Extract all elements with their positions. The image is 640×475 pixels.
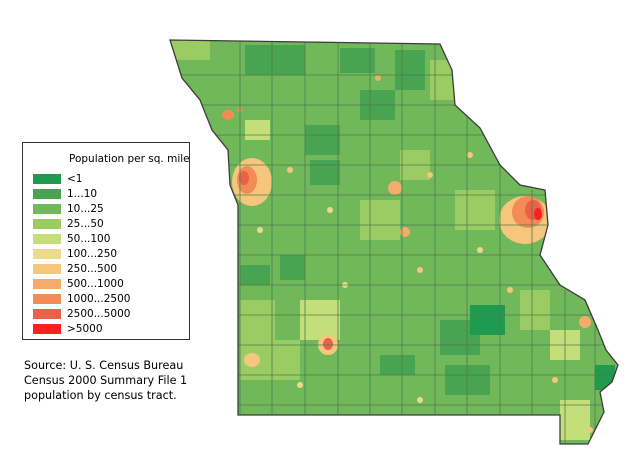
st-joseph-area: [222, 110, 234, 120]
source-line: Census 2000 Summary File 1: [24, 374, 188, 387]
light-patch: [430, 60, 455, 100]
town: [427, 172, 433, 178]
light-patch: [170, 40, 210, 60]
town: [477, 247, 483, 253]
legend-swatch: [33, 188, 61, 199]
legend-row: >5000: [33, 322, 181, 337]
town: [552, 377, 558, 383]
legend-label: 250...500: [67, 263, 118, 276]
light-patch: [245, 120, 270, 140]
legend-label: 100...250: [67, 248, 118, 261]
town: [257, 227, 263, 233]
source-line: population by census tract.: [24, 389, 177, 402]
legend-title: Population per sq. mile: [69, 153, 190, 165]
source-line: Source: U. S. Census Bureau: [24, 359, 184, 372]
rural-patch: [240, 265, 270, 285]
legend-swatch: [33, 203, 61, 214]
legend-label: 1...10: [67, 187, 98, 200]
county-lines: [170, 40, 618, 444]
legend-row: <1: [33, 171, 181, 186]
legend-row: 1...10: [33, 186, 181, 201]
legend-label: 50...100: [67, 232, 111, 245]
legend-label: 500...1000: [67, 278, 124, 291]
columbia-area: [388, 181, 402, 195]
legend-swatch: [33, 279, 61, 290]
rural-patch: [305, 125, 340, 155]
legend-label: 1000...2500: [67, 293, 131, 306]
legend-row: 10...25: [33, 201, 181, 216]
legend-label: <1: [67, 172, 83, 185]
kansas-city-center: [239, 171, 249, 185]
legend-swatch: [33, 309, 61, 320]
legend-row: 2500...5000: [33, 307, 181, 322]
state-outline: [169, 39, 619, 445]
rural-patch: [380, 355, 415, 375]
legend-swatch: [33, 173, 61, 184]
light-patch: [520, 290, 550, 330]
legend-row: 100...250: [33, 246, 181, 261]
legend-swatch: [33, 324, 61, 335]
rural-patch: [310, 160, 340, 185]
legend-label: 25...50: [67, 217, 104, 230]
legend-swatch: [33, 218, 61, 229]
legend-row: 250...500: [33, 262, 181, 277]
legend-label: 2500...5000: [67, 308, 131, 321]
jefferson-city-area: [400, 227, 410, 237]
springfield-core: [323, 338, 333, 350]
legend-swatch: [33, 264, 61, 275]
legend-label: >5000: [67, 323, 103, 336]
cape-girardeau-area: [579, 316, 591, 328]
density-patches: [170, 40, 615, 440]
legend-swatch: [33, 294, 61, 305]
legend-label: 10...25: [67, 202, 104, 215]
light-patch: [455, 190, 495, 230]
light-patch: [560, 400, 590, 440]
rural-patch: [470, 305, 505, 335]
light-patch: [360, 200, 400, 240]
light-patch: [240, 300, 275, 340]
rural-patch: [245, 45, 305, 75]
legend-row: 1000...2500: [33, 292, 181, 307]
rural-patch: [395, 50, 425, 90]
town: [507, 287, 513, 293]
legend-row: 500...1000: [33, 277, 181, 292]
legend: Population per sq. mile <1 1...10 10...25 2…: [22, 142, 190, 340]
town: [327, 207, 333, 213]
light-patch: [300, 300, 340, 340]
legend-swatch: [33, 233, 61, 244]
rural-patch: [445, 365, 490, 395]
town: [417, 397, 423, 403]
town: [287, 167, 293, 173]
legend-row: 25...50: [33, 216, 181, 231]
town: [297, 382, 303, 388]
rural-patch: [340, 48, 375, 73]
source-note: Source: U. S. Census Bureau Census 2000 …: [24, 358, 224, 403]
st-louis-dense: [534, 208, 542, 220]
town: [587, 427, 593, 433]
town: [467, 152, 473, 158]
town: [375, 75, 381, 81]
legend-row: 50...100: [33, 231, 181, 246]
rural-patch: [595, 365, 615, 390]
joplin-area: [244, 353, 260, 367]
town: [417, 267, 423, 273]
legend-items: <1 1...10 10...25 25...50 50...100 100...250 2…: [33, 171, 181, 337]
rural-patch: [280, 255, 305, 280]
legend-swatch: [33, 249, 61, 260]
